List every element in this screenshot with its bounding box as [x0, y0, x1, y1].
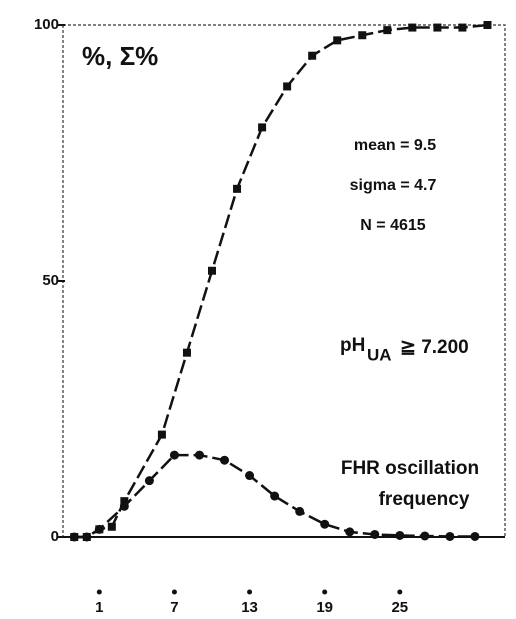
marker	[82, 532, 92, 542]
annotation: N = 4615	[360, 217, 425, 234]
marker	[333, 36, 342, 45]
marker	[295, 506, 305, 516]
marker	[182, 348, 191, 357]
x-tick-label: 25	[391, 599, 408, 616]
annotation: pH	[340, 335, 365, 356]
marker	[119, 501, 129, 511]
marker	[320, 519, 330, 529]
annotation: mean = 9.5	[354, 137, 436, 154]
annotation: FHR oscillation	[341, 458, 479, 479]
marker	[245, 471, 255, 481]
marker	[233, 184, 242, 193]
marker	[395, 530, 405, 540]
x-tick	[397, 589, 403, 595]
marker	[283, 82, 292, 91]
marker	[358, 31, 367, 40]
marker	[69, 532, 79, 542]
annotation: UA	[367, 345, 392, 364]
y-tick-label: 50	[42, 272, 59, 289]
annotation: frequency	[379, 489, 470, 510]
x-tick-label: 13	[241, 599, 258, 616]
marker	[420, 531, 430, 541]
marker	[144, 476, 154, 486]
marker	[258, 123, 267, 132]
y-tick-label: 100	[34, 16, 59, 33]
marker	[220, 455, 230, 465]
x-tick	[171, 589, 177, 595]
marker	[107, 522, 116, 531]
marker	[470, 531, 480, 541]
y-tick-label: 0	[51, 528, 59, 545]
chart-title: %, Σ%	[82, 41, 158, 71]
x-tick-label: 19	[316, 599, 333, 616]
marker	[157, 430, 166, 439]
x-tick-label: 7	[170, 599, 178, 616]
annotation: ≧ 7.200	[400, 337, 469, 358]
marker	[370, 529, 380, 539]
marker	[194, 450, 204, 460]
marker	[408, 23, 417, 32]
marker	[308, 51, 317, 60]
x-tick-label: 1	[95, 599, 103, 616]
marker	[458, 23, 467, 32]
marker	[270, 491, 280, 501]
marker	[208, 266, 217, 275]
marker	[94, 524, 104, 534]
x-tick	[322, 589, 328, 595]
marker	[483, 21, 492, 29]
marker	[445, 531, 455, 541]
marker	[169, 450, 179, 460]
x-tick	[247, 589, 253, 595]
marker	[120, 497, 129, 506]
annotation: sigma = 4.7	[350, 177, 437, 194]
marker	[383, 26, 392, 35]
x-tick	[96, 589, 102, 595]
marker	[433, 23, 442, 32]
marker	[345, 527, 355, 537]
